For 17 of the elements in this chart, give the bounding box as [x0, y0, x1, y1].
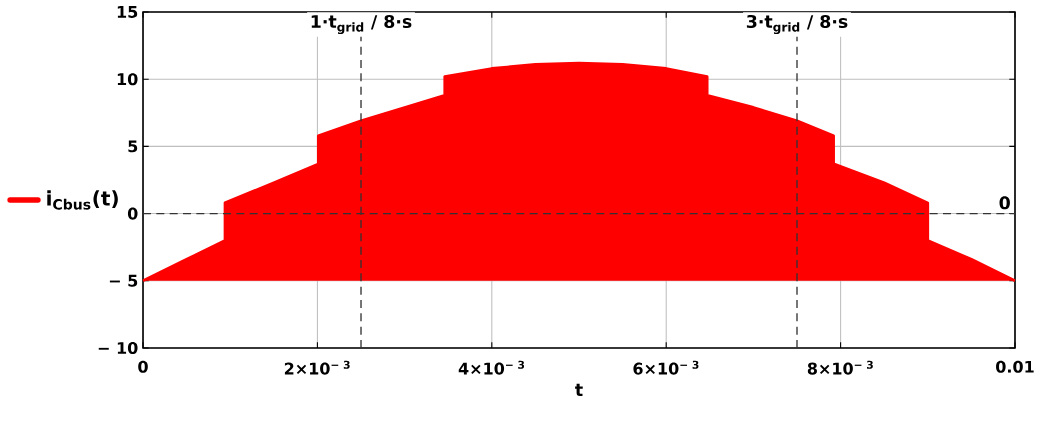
- y-tick-label: − 10: [98, 341, 138, 355]
- ref-line-label: 1·t$_{grid}$ / 8·s: [311, 14, 412, 35]
- x-tick-label: 0.01: [996, 360, 1034, 373]
- y-tick-label: 10: [117, 73, 138, 86]
- ref-line-label: 0: [999, 196, 1010, 210]
- x-tick-label: 4×10$^{− 3}$: [458, 360, 525, 375]
- y-tick-label: 0: [127, 207, 138, 220]
- legend-label: i$_{Cbus}$(t): [47, 190, 118, 210]
- ref-line-label: 3·t$_{grid}$ / 8·s: [746, 14, 848, 35]
- x-tick-label: 8×10$^{− 3}$: [807, 360, 873, 375]
- x-axis-title: t: [575, 383, 583, 396]
- x-tick-label: 6×10$^{− 3}$: [633, 360, 699, 375]
- x-tick-label: 2×10$^{− 3}$: [284, 360, 350, 375]
- y-tick-label: 5: [128, 140, 138, 153]
- y-tick-label: 15: [117, 6, 138, 18]
- x-tick-label: 0: [138, 360, 148, 373]
- y-tick-label: − 5: [109, 274, 138, 287]
